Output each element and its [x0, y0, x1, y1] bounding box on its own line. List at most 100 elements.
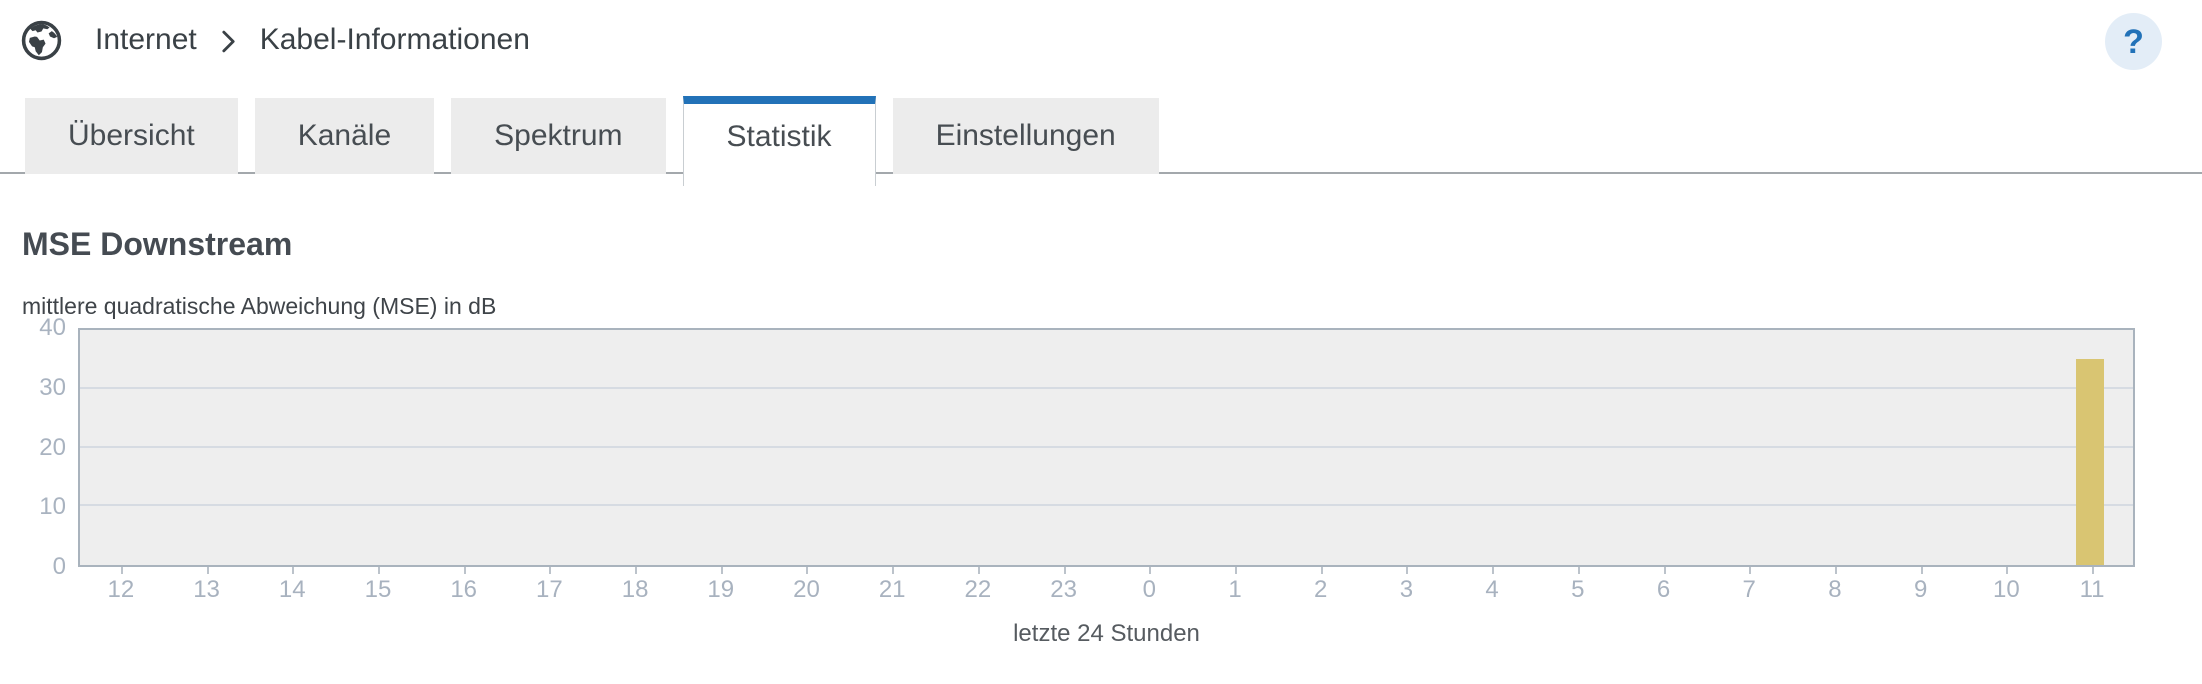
gridline: [80, 504, 2133, 507]
tab-spektrum[interactable]: Spektrum: [451, 98, 666, 174]
x-tick-mark: [1320, 567, 1323, 574]
y-tick-label: 20: [39, 433, 66, 461]
x-tick-cell: 13: [164, 567, 250, 609]
x-tick-cell: 17: [507, 567, 593, 609]
chart-x-axis-title: letzte 24 Stunden: [1013, 620, 1200, 647]
x-tick-mark: [1834, 567, 1837, 574]
x-tick-label: 11: [2079, 576, 2105, 603]
x-tick-cell: 21: [849, 567, 935, 609]
chart-body: 0 10 20 30 40 12 13 14 15 16 17 18 19 20 21 22 23 0 1 2 3 4 5…: [0, 314, 2202, 648]
x-tick-label: 5: [1571, 576, 1585, 603]
x-tick-label: 16: [450, 576, 478, 603]
x-tick-mark: [1663, 567, 1666, 574]
tab-einstellungen[interactable]: Einstellungen: [892, 98, 1159, 174]
x-tick-cell: 18: [592, 567, 678, 609]
x-tick-mark: [2092, 567, 2095, 574]
x-tick-label: 22: [964, 576, 992, 603]
x-tick-cell: 5: [1535, 567, 1621, 609]
tab-statistik[interactable]: Statistik: [682, 96, 876, 186]
x-tick-cell: 0: [1106, 567, 1192, 609]
x-tick-mark: [206, 567, 209, 574]
chevron-right-icon: [221, 29, 236, 54]
tab-list: Übersicht Kanäle Spektrum Statistik Einstell…: [0, 96, 2202, 186]
x-tick-cell: 9: [1878, 567, 1964, 609]
x-tick-cell: 19: [678, 567, 764, 609]
x-tick-mark: [720, 567, 723, 574]
x-tick-label: 21: [878, 576, 906, 603]
x-tick-label: 0: [1142, 576, 1156, 603]
x-tick-label: 2: [1314, 576, 1328, 603]
x-tick-cell: 15: [335, 567, 421, 609]
globe-icon: [20, 19, 63, 62]
x-tick-label: 20: [793, 576, 820, 603]
y-tick-label: 10: [39, 493, 66, 521]
x-tick-label: 13: [193, 576, 220, 603]
x-tick-label: 23: [1050, 576, 1077, 603]
page-title: MSE Downstream: [22, 226, 293, 262]
x-tick-cell: 6: [1621, 567, 1707, 609]
x-tick-mark: [1234, 567, 1237, 574]
x-tick-label: 7: [1742, 576, 1756, 603]
x-tick-mark: [1920, 567, 1923, 574]
x-tick-cell: 20: [764, 567, 850, 609]
x-tick-mark: [635, 567, 638, 574]
help-button[interactable]: ?: [2105, 13, 2162, 70]
x-tick-mark: [120, 567, 123, 574]
breadcrumb-section[interactable]: Internet: [95, 23, 197, 56]
x-tick-mark: [1063, 567, 1066, 574]
main-content: MSE Downstream mittlere quadratische Abw…: [0, 226, 2202, 648]
x-tick-label: 9: [1913, 576, 1928, 603]
x-tick-mark: [1577, 567, 1580, 574]
x-tick-label: 8: [1828, 576, 1842, 603]
x-tick-cell: 23: [1021, 567, 1107, 609]
x-tick-cell: 22: [935, 567, 1021, 609]
tab-bar: Übersicht Kanäle Spektrum Statistik Einstell…: [0, 96, 2202, 190]
x-tick-label: 18: [621, 576, 649, 603]
x-tick-cell: 8: [1792, 567, 1878, 609]
breadcrumb: Internet Kabel-Informationen: [95, 25, 530, 55]
x-tick-mark: [1492, 567, 1495, 574]
tab--bersicht[interactable]: Übersicht: [25, 98, 238, 174]
chart-plot-area: [78, 328, 2135, 567]
x-tick-mark: [977, 567, 980, 574]
breadcrumb-page: Kabel-Informationen: [259, 23, 530, 56]
x-tick-cell: 1: [1192, 567, 1278, 609]
x-tick-cell: 12: [78, 567, 164, 609]
header: Internet Kabel-Informationen ?: [0, 0, 2202, 70]
x-tick-mark: [2006, 567, 2009, 574]
chart-x-axis: 12 13 14 15 16 17 18 19 20 21 22 23 0 1 2 3 4 5 6 7 8 9 10 11: [78, 567, 2135, 609]
x-tick-label: 1: [1228, 576, 1242, 603]
x-tick-label: 19: [707, 576, 735, 603]
x-tick-mark: [1149, 567, 1152, 574]
x-tick-cell: 16: [421, 567, 507, 609]
x-tick-label: 3: [1399, 576, 1414, 603]
x-tick-label: 12: [107, 576, 135, 603]
gridline: [80, 445, 2133, 448]
x-tick-cell: 7: [1706, 567, 1792, 609]
x-tick-cell: 2: [1278, 567, 1364, 609]
x-tick-label: 10: [1992, 576, 2020, 603]
gridline: [80, 386, 2133, 389]
tab-kan-le[interactable]: Kanäle: [254, 98, 435, 174]
x-tick-label: 4: [1485, 576, 1499, 603]
x-tick-cell: 14: [249, 567, 335, 609]
mse-chart: mittlere quadratische Abweichung (MSE) i…: [0, 293, 2202, 648]
x-tick-label: 14: [278, 576, 306, 603]
x-tick-label: 15: [364, 576, 392, 603]
x-tick-label: 6: [1656, 576, 1671, 603]
chart-plot-column: 12 13 14 15 16 17 18 19 20 21 22 23 0 1 2 3 4 5 6 7 8 9 10 11 l…: [78, 328, 2135, 648]
x-tick-mark: [549, 567, 552, 574]
x-tick-mark: [806, 567, 809, 574]
x-tick-mark: [377, 567, 380, 574]
x-tick-mark: [892, 567, 895, 574]
x-tick-mark: [1749, 567, 1752, 574]
y-tick-label: 0: [52, 553, 66, 580]
x-tick-mark: [292, 567, 295, 574]
x-tick-cell: 11: [2049, 567, 2135, 609]
chart-y-axis-title: mittlere quadratische Abweichung (MSE) i…: [22, 293, 497, 319]
x-tick-mark: [1406, 567, 1409, 574]
x-tick-label: 17: [536, 576, 563, 603]
bar-hour-11: [2076, 359, 2105, 565]
x-tick-cell: 3: [1364, 567, 1450, 609]
